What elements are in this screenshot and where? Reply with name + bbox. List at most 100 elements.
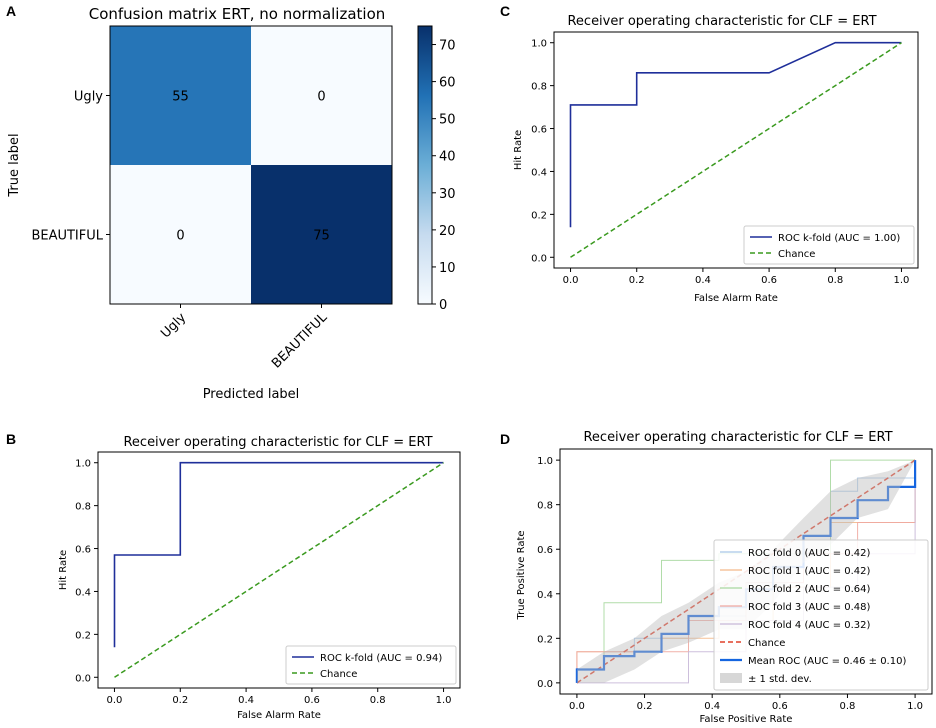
y-tick-label: 0.0 (75, 673, 91, 684)
chart-d-frame (559, 448, 933, 695)
colorbar-tick-label: 30 (439, 187, 456, 202)
colorbar-tick-label: 40 (439, 150, 456, 165)
chart-c-xlabel: False Alarm Rate (694, 293, 778, 304)
y-tick-label: 0.6 (531, 125, 547, 136)
legend-entry: ROC fold 1 (AUC = 0.42) (748, 566, 871, 577)
legend-entry: ROC fold 4 (AUC = 0.32) (748, 620, 871, 631)
x-tick-label: 1.0 (894, 275, 910, 286)
x-tick-label: 0.0 (569, 701, 585, 712)
confusion-cell (251, 26, 392, 165)
x-tick-label: 0.6 (304, 695, 320, 706)
row-label: Ugly (74, 90, 103, 105)
colorbar (417, 25, 433, 305)
panel-letter-d: D (500, 431, 510, 447)
chart-c-ylabel: Hit Rate (513, 130, 524, 170)
legend-entry: ROC fold 0 (AUC = 0.42) (748, 548, 871, 559)
y-tick-label: 0.8 (75, 502, 91, 513)
series-line-1 (114, 462, 444, 678)
chart-a-ylabel: True label (7, 133, 22, 197)
x-tick-label: 0.8 (840, 701, 856, 712)
confusion-cell-value: 75 (313, 229, 330, 244)
y-tick-label: 1.0 (537, 456, 553, 467)
confusion-cell (110, 165, 251, 304)
y-tick-label: 0.8 (531, 82, 547, 93)
legend-entry: ± 1 std. dev. (748, 674, 812, 685)
confusion-matrix-chart: Confusion matrix ERT, no normalization 5… (7, 5, 456, 402)
roc-chart-d: Receiver operating characteristic for CL… (516, 430, 933, 725)
x-tick-label: 0.4 (695, 275, 711, 286)
legend-box (713, 539, 929, 691)
legend-entry: Chance (748, 638, 785, 649)
series-line-1 (570, 42, 902, 258)
x-tick-label: 1.0 (436, 695, 452, 706)
x-tick-label: 0.0 (563, 275, 579, 286)
y-tick-label: 0.4 (531, 167, 547, 178)
y-tick-label: 1.0 (75, 459, 91, 470)
legend-entry: ROC k-fold (AUC = 1.00) (778, 233, 900, 244)
legend-box (285, 645, 457, 685)
chart-b-title: Receiver operating characteristic for CL… (123, 435, 432, 450)
x-tick-label: 0.4 (704, 701, 720, 712)
x-tick-label: 1.0 (907, 701, 923, 712)
colorbar-tick-label: 0 (439, 298, 447, 313)
panel-letter-a: A (6, 3, 16, 19)
series-line-0 (569, 41, 902, 228)
legend-entry: ROC k-fold (AUC = 0.94) (320, 653, 442, 664)
x-tick-label: 0.6 (761, 275, 777, 286)
legend-entry: Chance (320, 669, 357, 680)
y-tick-label: 0.8 (537, 501, 553, 512)
chart-b-xlabel: False Alarm Rate (237, 710, 321, 721)
confusion-cell (110, 26, 251, 165)
colorbar-tick-label: 70 (439, 39, 456, 54)
legend-entry: Mean ROC (AUC = 0.46 ± 0.10) (748, 656, 906, 667)
confusion-cell (251, 165, 392, 304)
x-tick-label: 0.8 (370, 695, 386, 706)
chart-a-xlabel: Predicted label (203, 387, 300, 402)
roc-chart-c: Receiver operating characteristic for CL… (513, 14, 919, 304)
y-tick-label: 0.0 (531, 253, 547, 264)
x-tick-label: 0.0 (107, 695, 123, 706)
chart-a-title: Confusion matrix ERT, no normalization (89, 5, 386, 23)
x-tick-label: 0.8 (827, 275, 843, 286)
chart-d-ylabel: True Positive Rate (516, 530, 527, 620)
confusion-cell-value: 0 (176, 229, 184, 244)
col-label: Ugly (158, 310, 189, 341)
y-tick-label: 0.0 (537, 679, 553, 690)
legend-entry: Chance (778, 249, 815, 260)
y-tick-label: 0.2 (537, 634, 553, 645)
y-tick-label: 0.6 (75, 545, 91, 556)
colorbar-tick-label: 60 (439, 76, 456, 91)
x-tick-label: 0.6 (772, 701, 788, 712)
x-tick-label: 0.2 (172, 695, 188, 706)
legend-swatch (720, 673, 742, 683)
chart-d-xlabel: False Positive Rate (700, 714, 793, 725)
confusion-cell-value: 55 (172, 90, 189, 105)
colorbar-tick-label: 50 (439, 113, 456, 128)
y-tick-label: 1.0 (531, 39, 547, 50)
col-label: BEAUTIFUL (269, 310, 331, 372)
y-tick-label: 0.4 (75, 587, 91, 598)
y-tick-label: 0.2 (75, 630, 91, 641)
confusion-cell-value: 0 (317, 90, 325, 105)
legend-entry: ROC fold 2 (AUC = 0.64) (748, 584, 871, 595)
chart-d-title: Receiver operating characteristic for CL… (583, 430, 892, 445)
x-tick-label: 0.2 (637, 701, 653, 712)
legend-entry: ROC fold 3 (AUC = 0.48) (748, 602, 871, 613)
chart-c-frame (553, 31, 919, 269)
legend-box (743, 225, 915, 265)
x-tick-label: 0.2 (629, 275, 645, 286)
chart-c-title: Receiver operating characteristic for CL… (567, 14, 876, 29)
panel-letter-b: B (6, 431, 16, 447)
chart-b-frame (97, 451, 461, 689)
confusion-matrix-frame (109, 25, 393, 305)
series-line-0 (113, 461, 444, 648)
y-tick-label: 0.4 (537, 590, 553, 601)
y-tick-label: 0.2 (531, 210, 547, 221)
chart-b-ylabel: Hit Rate (58, 550, 69, 590)
x-tick-label: 0.4 (238, 695, 254, 706)
panel-letter-c: C (500, 3, 510, 19)
roc-chart-b: Receiver operating characteristic for CL… (58, 435, 461, 721)
colorbar-tick-label: 10 (439, 261, 456, 276)
colorbar-tick-label: 20 (439, 224, 456, 239)
